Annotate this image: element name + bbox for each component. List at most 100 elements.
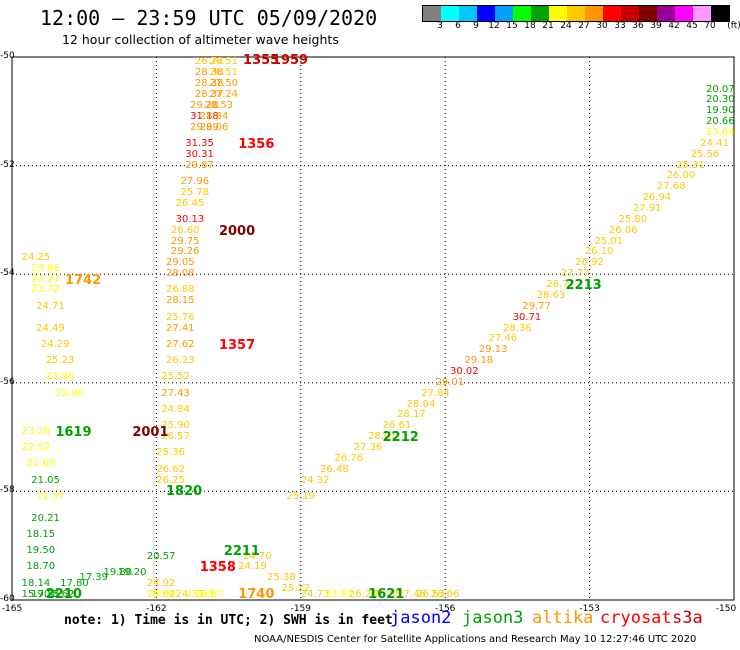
wave-height-value: 23.84 — [146, 589, 176, 600]
wave-height-value: 31.18 — [190, 110, 219, 122]
longitude-label: -162 — [146, 604, 167, 614]
wave-height-value: 20.07 — [706, 83, 735, 95]
wave-height-value: 23.84 — [146, 589, 176, 600]
pass-time-label: 1356 — [238, 136, 275, 152]
legend-tick-label: 24 — [560, 21, 572, 31]
wave-height-value: 24.92 — [146, 577, 176, 589]
wave-height-value: 26.23 — [166, 355, 195, 367]
wave-height-value: 28.04 — [406, 398, 436, 410]
wave-height-value: 27.62 — [166, 338, 195, 350]
wave-height-value: 26.25 — [156, 474, 186, 486]
wave-height-value: 29.75 — [170, 235, 200, 247]
latitude-label: -58 — [0, 485, 15, 496]
pass-time-label: 1358 — [199, 560, 236, 576]
satellite-jason3: jason3 — [462, 608, 524, 628]
wave-height-value: 25.38 — [267, 572, 296, 584]
satellite-jason2: jason2 — [390, 608, 452, 628]
wave-height-value: 25.04 — [146, 589, 176, 600]
map-title: 12:00 – 23:59 UTC 05/09/2020 — [40, 6, 378, 30]
pass-time-label: 2212 — [382, 430, 419, 446]
wave-height-value: 28.37 — [194, 89, 224, 100]
wave-height-value: 20.30 — [706, 94, 735, 106]
wave-height-value: 23.86 — [31, 262, 60, 274]
pass-time-label: 1820 — [166, 484, 203, 500]
pass-time-label: 1742 — [64, 272, 102, 288]
wave-height-value: 25.22 — [281, 583, 311, 595]
wave-height-value: 30.13 — [175, 213, 205, 225]
wave-height-value: 23.64 — [706, 127, 735, 139]
legend-swatch — [657, 6, 675, 21]
wave-height-value: 25.32 — [146, 589, 176, 600]
wave-height-value: 18.70 — [26, 561, 56, 573]
latitude-label: -50 — [0, 51, 15, 61]
legend-tick-label: 70 — [704, 21, 716, 31]
longitude-label: -150 — [715, 604, 737, 614]
legend-swatch — [621, 6, 639, 21]
pass-time-label: 2211 — [223, 544, 260, 560]
wave-height-value: 25.01 — [594, 235, 624, 247]
legend-swatch — [675, 6, 693, 21]
wave-height-value: 20.21 — [31, 512, 60, 524]
wave-height-value: 17.35 — [31, 589, 60, 600]
graticule — [12, 57, 734, 600]
wave-height-value: 25.19 — [286, 490, 315, 502]
wave-height-value: 28.63 — [536, 289, 566, 301]
pass-time-label: 2001 — [132, 424, 169, 440]
wave-height-value: 28.36 — [502, 322, 532, 334]
legend-tick-label: 15 — [506, 21, 518, 31]
wave-height-value: 23.96 — [45, 371, 75, 383]
wave-height-value: 25.80 — [618, 213, 648, 225]
wave-height-value: 18.14 — [21, 577, 51, 589]
legend-swatch — [567, 6, 585, 21]
wave-height-value: 24.25 — [21, 251, 51, 263]
wave-height-value: 17.80 — [60, 577, 89, 589]
wave-height-value: 29.89 — [190, 121, 219, 133]
legend-tick-label: 3 — [437, 21, 443, 31]
latitude-label: -56 — [0, 376, 15, 387]
wave-height-value: 18.15 — [26, 528, 56, 540]
wave-height-value: 25.56 — [690, 148, 720, 160]
wave-height-value: 21.05 — [31, 474, 60, 486]
color-scale-ticks: 3 6 9 12 15 18 21 24 27 30 33 36 39 42 45 70 (ft) — [422, 21, 740, 35]
color-scale-legend — [422, 5, 730, 22]
legend-tick-label: 21 — [542, 21, 554, 31]
pass-time-label: 1619 — [55, 424, 92, 440]
wave-height-value: 28.53 — [204, 99, 234, 111]
longitude-label: -159 — [290, 604, 312, 614]
longitude-label: -165 — [1, 604, 23, 614]
wave-height-value: 26.94 — [642, 192, 672, 204]
wave-height-value: 24.19 — [238, 561, 267, 573]
wave-height-value: 26.21 — [348, 589, 378, 600]
legend-swatch — [639, 6, 657, 21]
longitude-label: -156 — [434, 604, 456, 614]
satellite-s3a: s3a — [672, 608, 703, 628]
wave-height-value: 27.50 — [209, 78, 238, 90]
wave-height-value: 26.51 — [209, 67, 238, 79]
wave-height-value: 24.70 — [243, 550, 272, 562]
wave-height-value: 25.36 — [156, 447, 186, 459]
map-subtitle: 12 hour collection of altimeter wave hei… — [62, 32, 339, 47]
legend-swatch — [495, 6, 513, 21]
wave-height-value: 26.85 — [373, 589, 402, 600]
wave-height-value: 22.02 — [21, 441, 51, 453]
wave-height-value: 25.78 — [180, 186, 210, 198]
wave-height-value: 23.83 — [185, 589, 214, 600]
legend-tick-label: 30 — [596, 21, 608, 31]
wave-height-value: 26.06 — [430, 589, 460, 600]
wave-height-value: 28.15 — [166, 295, 195, 307]
wave-height-value: 28.77 — [546, 279, 575, 291]
wave-height-value: 25.23 — [45, 355, 75, 367]
wave-height-value: 26.10 — [584, 246, 614, 258]
legend-tick-label: 9 — [473, 21, 479, 31]
wave-height-value: 18.62 — [45, 589, 75, 600]
wave-height-value: 24.41 — [700, 137, 729, 149]
wave-height-value: 15.90 — [21, 589, 51, 600]
credit-line: NOAA/NESDIS Center for Satellite Applica… — [254, 634, 697, 645]
wave-height-value: 30.31 — [185, 148, 214, 160]
wave-height-value: 28.08 — [166, 268, 195, 280]
wave-height-value: 26.48 — [320, 463, 349, 475]
wave-height-value: 27.46 — [488, 333, 518, 345]
legend-swatch — [603, 6, 621, 21]
satellite-altika: altika — [532, 608, 594, 628]
wave-height-value: 24.84 — [161, 403, 190, 415]
